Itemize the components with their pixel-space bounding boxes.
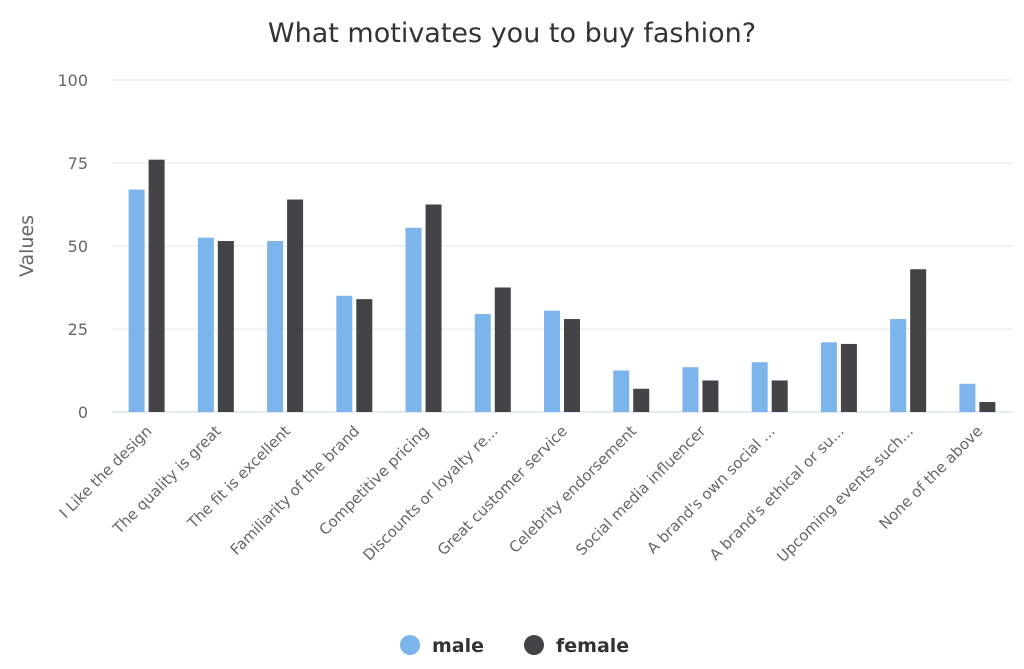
bar-male[interactable] <box>751 362 768 412</box>
x-category-label: A brand's own social ... <box>643 422 778 557</box>
bar-male[interactable] <box>336 295 353 412</box>
y-axis-title: Values <box>16 215 38 277</box>
legend[interactable]: male female <box>400 635 629 657</box>
bar-female[interactable] <box>287 199 304 412</box>
bar-male[interactable] <box>820 342 837 412</box>
y-tick-label: 100 <box>57 71 88 90</box>
bars <box>128 159 996 413</box>
x-category-label: Familiarity of the brand <box>227 422 364 559</box>
chart-title: What motivates you to buy fashion? <box>268 18 756 49</box>
x-category-label: Upcoming events such... <box>773 422 917 566</box>
bar-female[interactable] <box>702 380 719 412</box>
y-tick-label: 25 <box>68 320 88 339</box>
bar-male[interactable] <box>267 241 284 412</box>
legend-label: female <box>556 635 629 657</box>
bar-male[interactable] <box>405 227 422 412</box>
bar-female[interactable] <box>425 204 442 413</box>
legend-item-male[interactable]: male <box>400 635 484 657</box>
bar-female[interactable] <box>356 299 373 412</box>
bar-female[interactable] <box>564 319 580 412</box>
x-category-label: Discounts or loyalty re... <box>359 422 501 564</box>
y-tick-label: 0 <box>78 403 88 422</box>
bar-male[interactable] <box>682 367 699 412</box>
y-tick-label: 75 <box>68 154 88 173</box>
bar-female[interactable] <box>633 388 650 412</box>
bar-male[interactable] <box>959 383 976 412</box>
y-tick-label: 50 <box>68 237 88 256</box>
bar-female[interactable] <box>979 402 996 412</box>
legend-marker <box>400 635 420 655</box>
legend-item-female[interactable]: female <box>524 635 629 657</box>
gridlines <box>112 79 1012 413</box>
bar-female[interactable] <box>840 343 857 412</box>
bar-male[interactable] <box>613 370 630 413</box>
x-category-label: Social media influencer <box>572 422 710 560</box>
bar-female[interactable] <box>494 287 511 413</box>
bar-female[interactable] <box>910 269 927 412</box>
bar-female[interactable] <box>771 380 788 412</box>
x-category-label: Great customer service <box>434 422 571 559</box>
legend-marker <box>524 635 544 655</box>
bar-male[interactable] <box>474 314 491 412</box>
bar-male[interactable] <box>890 319 907 412</box>
x-category-label: Celebrity endorsement <box>505 422 640 557</box>
legend-label: male <box>432 635 484 657</box>
bar-male[interactable] <box>544 310 560 412</box>
x-category-label: A brand's ethical or su... <box>706 422 848 564</box>
bar-female[interactable] <box>148 159 165 412</box>
y-axis-ticks: 0 25 50 75 100 <box>57 71 88 422</box>
bar-male[interactable] <box>197 237 214 412</box>
bar-female[interactable] <box>217 241 234 412</box>
bar-male[interactable] <box>128 189 145 412</box>
